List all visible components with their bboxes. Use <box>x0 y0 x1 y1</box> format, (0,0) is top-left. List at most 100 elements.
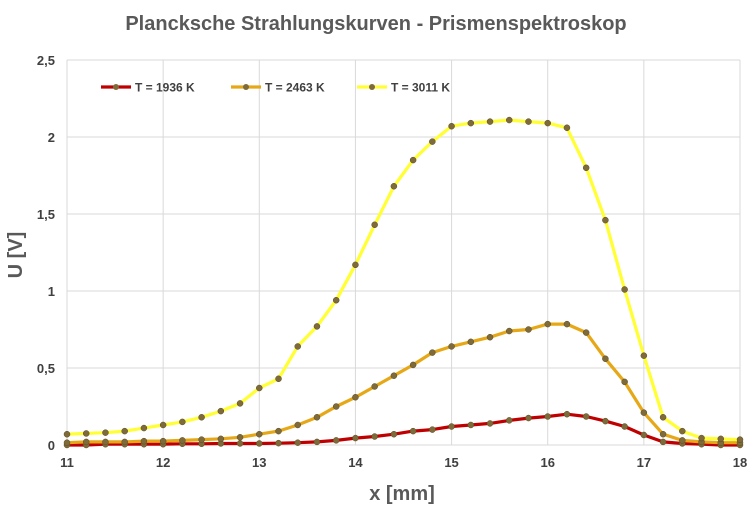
data-point <box>390 430 398 438</box>
data-point <box>121 438 128 446</box>
data-point <box>217 407 225 415</box>
data-point <box>256 430 263 438</box>
data-point <box>602 216 609 224</box>
data-point <box>140 437 148 445</box>
data-point <box>236 434 244 441</box>
x-tick-label: 18 <box>733 455 747 470</box>
data-point <box>409 427 417 435</box>
y-axis-label: U [V] <box>5 232 27 279</box>
data-point <box>544 320 551 328</box>
data-point <box>352 434 359 442</box>
data-point <box>582 413 590 420</box>
data-point <box>390 183 398 190</box>
data-point <box>525 414 532 422</box>
data-point <box>332 403 340 410</box>
data-point <box>217 435 225 443</box>
y-tick-label: 1,5 <box>37 207 55 222</box>
series-line <box>66 118 741 442</box>
data-point <box>102 429 109 436</box>
data-point <box>736 436 744 443</box>
data-point <box>486 333 494 341</box>
data-point <box>371 383 378 390</box>
series-layer <box>63 116 744 449</box>
data-point <box>429 349 436 356</box>
x-tick-label: 13 <box>252 455 266 470</box>
data-point <box>352 394 359 401</box>
data-point <box>409 361 417 369</box>
data-point <box>179 418 186 426</box>
data-point <box>236 400 244 407</box>
data-point <box>313 323 321 330</box>
legend-marker <box>369 84 375 90</box>
x-tick-label: 14 <box>348 455 363 470</box>
series-3 <box>63 116 744 443</box>
data-point <box>448 122 455 130</box>
legend-item-3: T = 3011 K <box>357 81 450 95</box>
y-tick-label: 1 <box>48 284 55 299</box>
data-point <box>275 375 282 383</box>
data-point <box>371 221 378 229</box>
x-tick-label: 11 <box>60 455 74 470</box>
data-point <box>198 414 205 421</box>
data-point <box>63 430 71 438</box>
data-point <box>256 440 263 447</box>
data-point <box>179 437 186 444</box>
data-point <box>275 427 282 435</box>
data-point <box>140 424 148 432</box>
data-point <box>659 414 667 421</box>
data-point <box>679 427 686 435</box>
data-point <box>621 286 628 293</box>
data-point <box>582 164 590 172</box>
data-point <box>582 329 590 336</box>
data-point <box>332 437 340 444</box>
legend-marker <box>243 84 249 90</box>
data-point <box>448 343 455 350</box>
ticks: 11 12 13 14 15 16 17 18 0 0,5 1 1,5 2 2,5 <box>37 53 747 470</box>
data-point <box>256 384 263 392</box>
data-point <box>63 439 71 446</box>
legend-item-1: T = 1936 K <box>101 81 195 95</box>
data-point <box>352 261 359 269</box>
data-point <box>486 420 494 427</box>
data-point <box>82 430 90 437</box>
data-point <box>525 326 532 333</box>
data-point <box>409 156 417 164</box>
data-point <box>698 434 705 442</box>
legend-label: T = 2463 K <box>265 81 325 95</box>
x-tick-label: 15 <box>444 455 458 470</box>
data-point <box>332 296 340 304</box>
y-tick-label: 0 <box>48 438 55 453</box>
data-point <box>506 417 513 424</box>
data-point <box>390 372 398 379</box>
series-2 <box>63 320 744 446</box>
y-tick-label: 0,5 <box>37 361 55 376</box>
legend-marker <box>113 84 119 90</box>
data-point <box>602 417 609 425</box>
legend-label: T = 1936 K <box>135 81 195 95</box>
data-point <box>486 118 494 125</box>
data-point <box>429 138 436 145</box>
chart-title: Plancksche Strahlungskurven - Prismenspe… <box>125 13 626 35</box>
data-point <box>640 431 648 439</box>
data-point <box>640 409 648 416</box>
data-point <box>467 338 475 346</box>
data-point <box>563 320 571 328</box>
data-point <box>275 439 282 447</box>
legend: T = 1936 K T = 2463 K T = 3011 K <box>101 81 450 95</box>
data-point <box>525 118 532 125</box>
data-point <box>313 414 321 421</box>
data-point <box>563 124 571 132</box>
grid <box>66 59 741 446</box>
data-point <box>563 410 571 418</box>
legend-label: T = 3011 K <box>391 81 450 95</box>
data-point <box>159 437 167 445</box>
data-point <box>82 438 90 446</box>
data-point <box>544 413 551 420</box>
data-point <box>102 438 109 446</box>
y-tick-label: 2,5 <box>37 53 55 68</box>
data-point <box>121 427 128 435</box>
data-point <box>659 430 667 438</box>
data-point <box>467 119 475 127</box>
data-point <box>294 343 301 350</box>
data-point <box>621 423 628 430</box>
